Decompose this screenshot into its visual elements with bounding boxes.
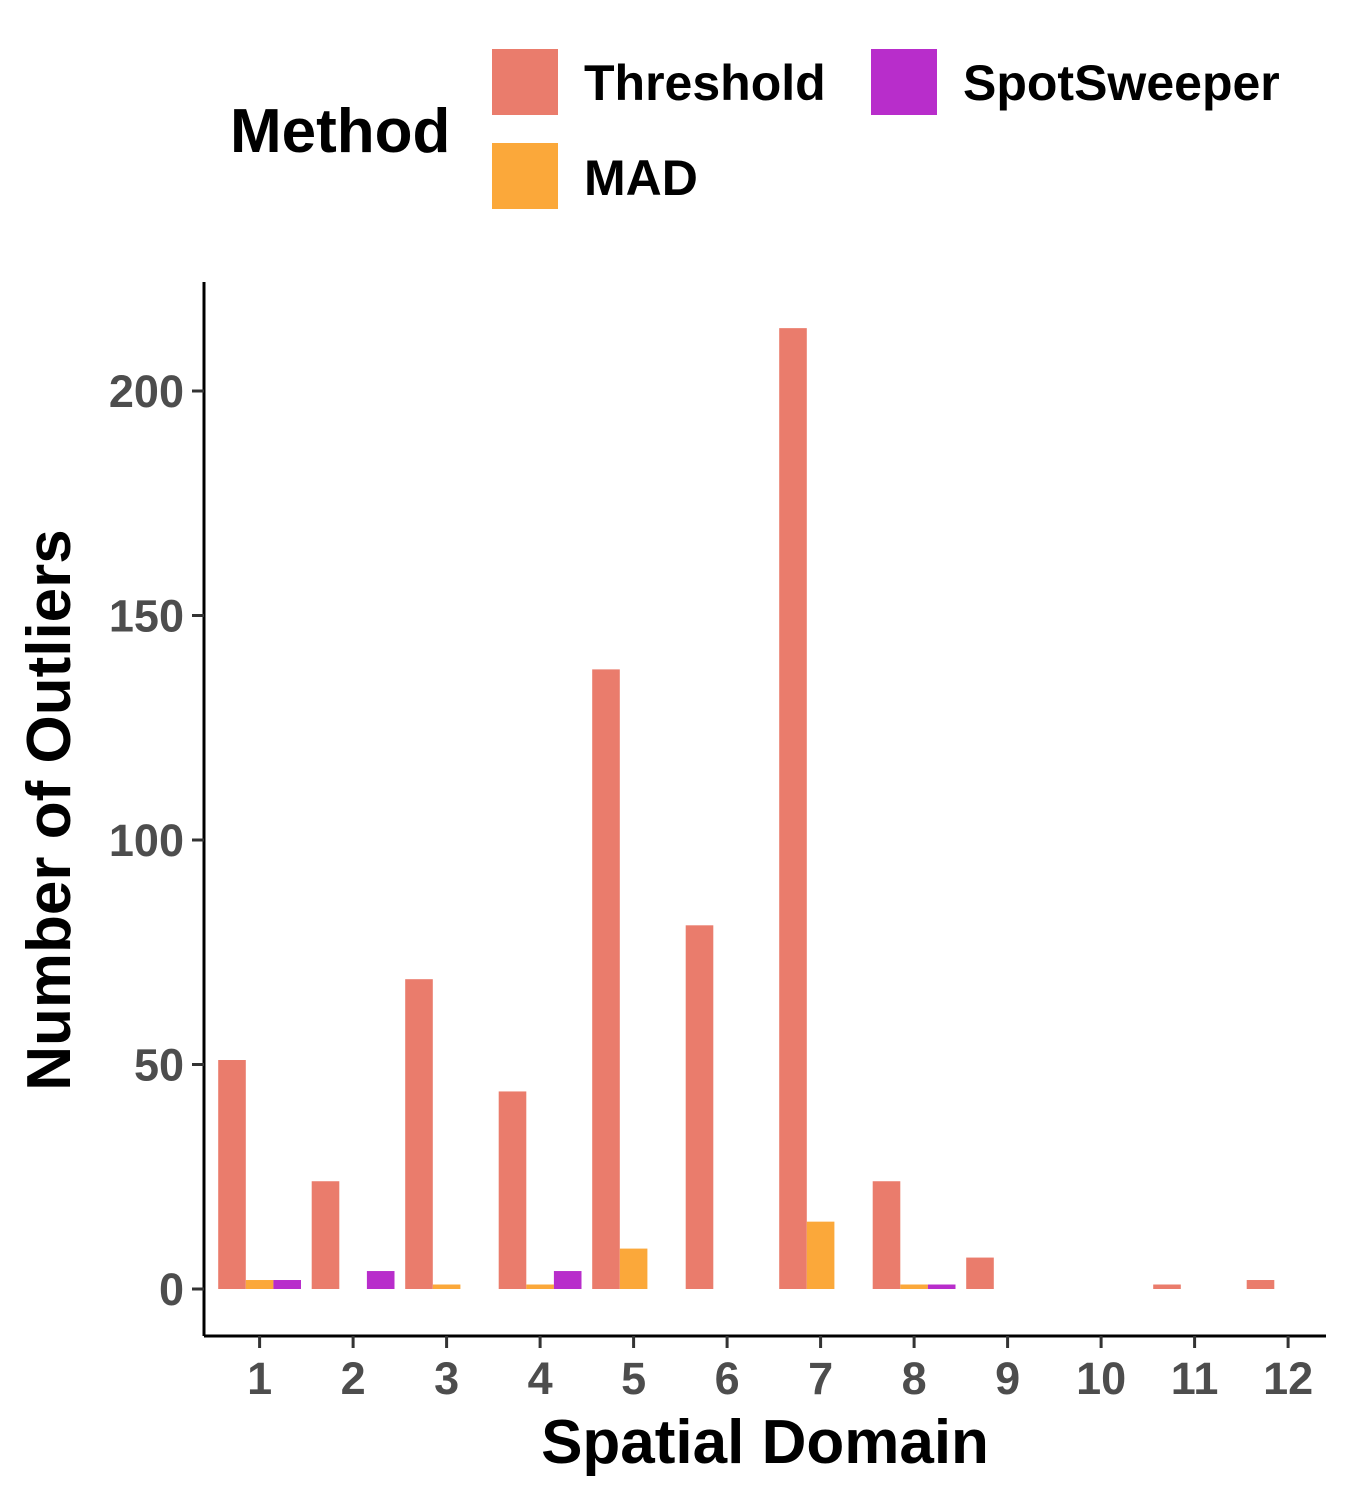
bar-mad-domain-1 [245, 1280, 274, 1289]
x-tick-label: 5 [621, 1353, 646, 1404]
bar-threshold-domain-1 [218, 1060, 246, 1289]
bar-mad-domain-7 [806, 1221, 835, 1289]
bar-threshold-domain-5 [592, 669, 620, 1289]
bar-mad-domain-8 [900, 1284, 928, 1289]
legend: Method Threshold MAD SpotSweeper [230, 49, 1280, 209]
x-tick-label: 3 [434, 1353, 459, 1404]
bar-threshold-domain-12 [1246, 1280, 1275, 1289]
legend-label-spotsweeper: SpotSweeper [963, 55, 1280, 111]
bar-threshold-domain-6 [685, 925, 714, 1289]
x-tick-label: 9 [995, 1353, 1020, 1404]
x-tick-label: 4 [528, 1353, 553, 1404]
bar-spotsweeper-domain-2 [366, 1271, 395, 1289]
bar-threshold-domain-2 [311, 1181, 340, 1289]
bar-threshold-domain-11 [1153, 1284, 1181, 1289]
legend-key-threshold [492, 49, 558, 115]
legend-key-spotsweeper [871, 49, 937, 115]
bar-threshold-domain-3 [405, 979, 433, 1289]
bar-threshold-domain-4 [498, 1091, 527, 1289]
bar-threshold-domain-8 [872, 1181, 901, 1289]
y-tick-label: 50 [134, 1040, 184, 1091]
x-tick-label: 6 [715, 1353, 740, 1404]
y-axis-title: Number of Outliers [15, 529, 84, 1091]
y-tick-label: 0 [159, 1264, 184, 1315]
bar-mad-domain-5 [619, 1248, 648, 1289]
legend-key-mad [492, 143, 558, 209]
x-tick-label: 10 [1076, 1353, 1126, 1404]
bar-threshold-domain-9 [966, 1257, 994, 1289]
bar-spotsweeper-domain-8 [927, 1284, 956, 1289]
x-tick-label: 1 [247, 1353, 272, 1404]
x-tick-label: 2 [341, 1353, 366, 1404]
bar-mad-domain-3 [432, 1284, 461, 1289]
x-tick-label: 11 [1171, 1353, 1219, 1404]
bar-spotsweeper-domain-1 [273, 1280, 301, 1289]
x-tick-label: 8 [902, 1353, 927, 1404]
y-tick-label: 100 [109, 815, 184, 866]
legend-title: Method [230, 97, 450, 166]
y-tick-label: 200 [109, 366, 184, 417]
y-tick-label: 150 [109, 591, 184, 642]
bar-threshold-domain-7 [779, 328, 807, 1289]
x-tick-label: 7 [808, 1353, 833, 1404]
bar-mad-domain-4 [526, 1284, 554, 1289]
x-axis-title: Spatial Domain [541, 1408, 989, 1477]
x-tick-label: 12 [1263, 1353, 1313, 1404]
legend-label-threshold: Threshold [584, 55, 826, 111]
legend-label-mad: MAD [584, 150, 698, 206]
bar-spotsweeper-domain-4 [553, 1271, 582, 1289]
